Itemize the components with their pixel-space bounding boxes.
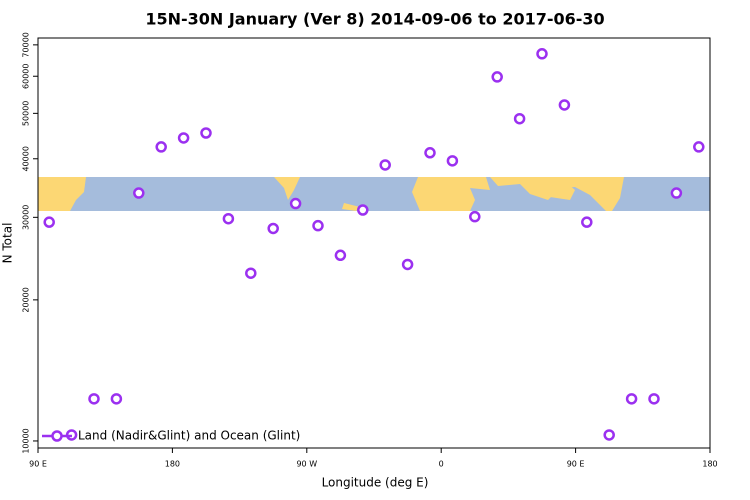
x-tick-label: 0 [439,460,444,469]
point [670,187,683,199]
x-tick-label: 90 E [567,460,585,469]
point [648,393,660,405]
x-tick-label: 90 W [296,460,317,469]
point [469,210,481,223]
chart-title: 15N-30N January (Ver 8) 2014-09-06 to 20… [145,10,604,29]
point [312,219,324,232]
point [625,393,638,405]
point [245,267,257,279]
point [446,155,459,167]
y-tick-label: 60000 [22,64,31,89]
point [289,197,302,210]
x-tick-label: 180 [702,460,717,469]
y-tick-label: 70000 [22,32,31,57]
point [267,222,279,235]
point [558,99,571,111]
point [155,141,167,153]
legend-label: Land (Nadir&Glint) and Ocean (Glint) [78,429,300,443]
point [222,212,235,225]
point [693,141,705,153]
point [334,249,347,262]
point [401,258,414,271]
point [177,132,190,144]
y-tick-label: 10000 [22,428,31,453]
point [357,204,369,216]
y-tick-label: 20000 [22,287,31,312]
plot-frame [37,37,711,449]
y-tick-label: 30000 [22,205,31,230]
point [513,112,526,125]
map-strip [38,177,710,211]
y-tick-label: 50000 [22,101,31,126]
point [603,429,615,441]
y-tick-label: 40000 [22,146,31,171]
x-axis-label: Longitude (deg E) [322,476,429,490]
y-axis-label: N Total [1,223,15,264]
point [581,216,593,228]
point [88,393,100,405]
point [200,127,212,139]
point [110,393,123,405]
x-tick-label: 90 E [29,460,47,469]
x-tick-label: 180 [165,460,180,469]
legend-marker [51,430,63,442]
point [133,187,145,199]
point [43,216,55,228]
point [424,147,436,159]
point [491,71,503,83]
point [536,48,548,60]
point [379,159,391,171]
